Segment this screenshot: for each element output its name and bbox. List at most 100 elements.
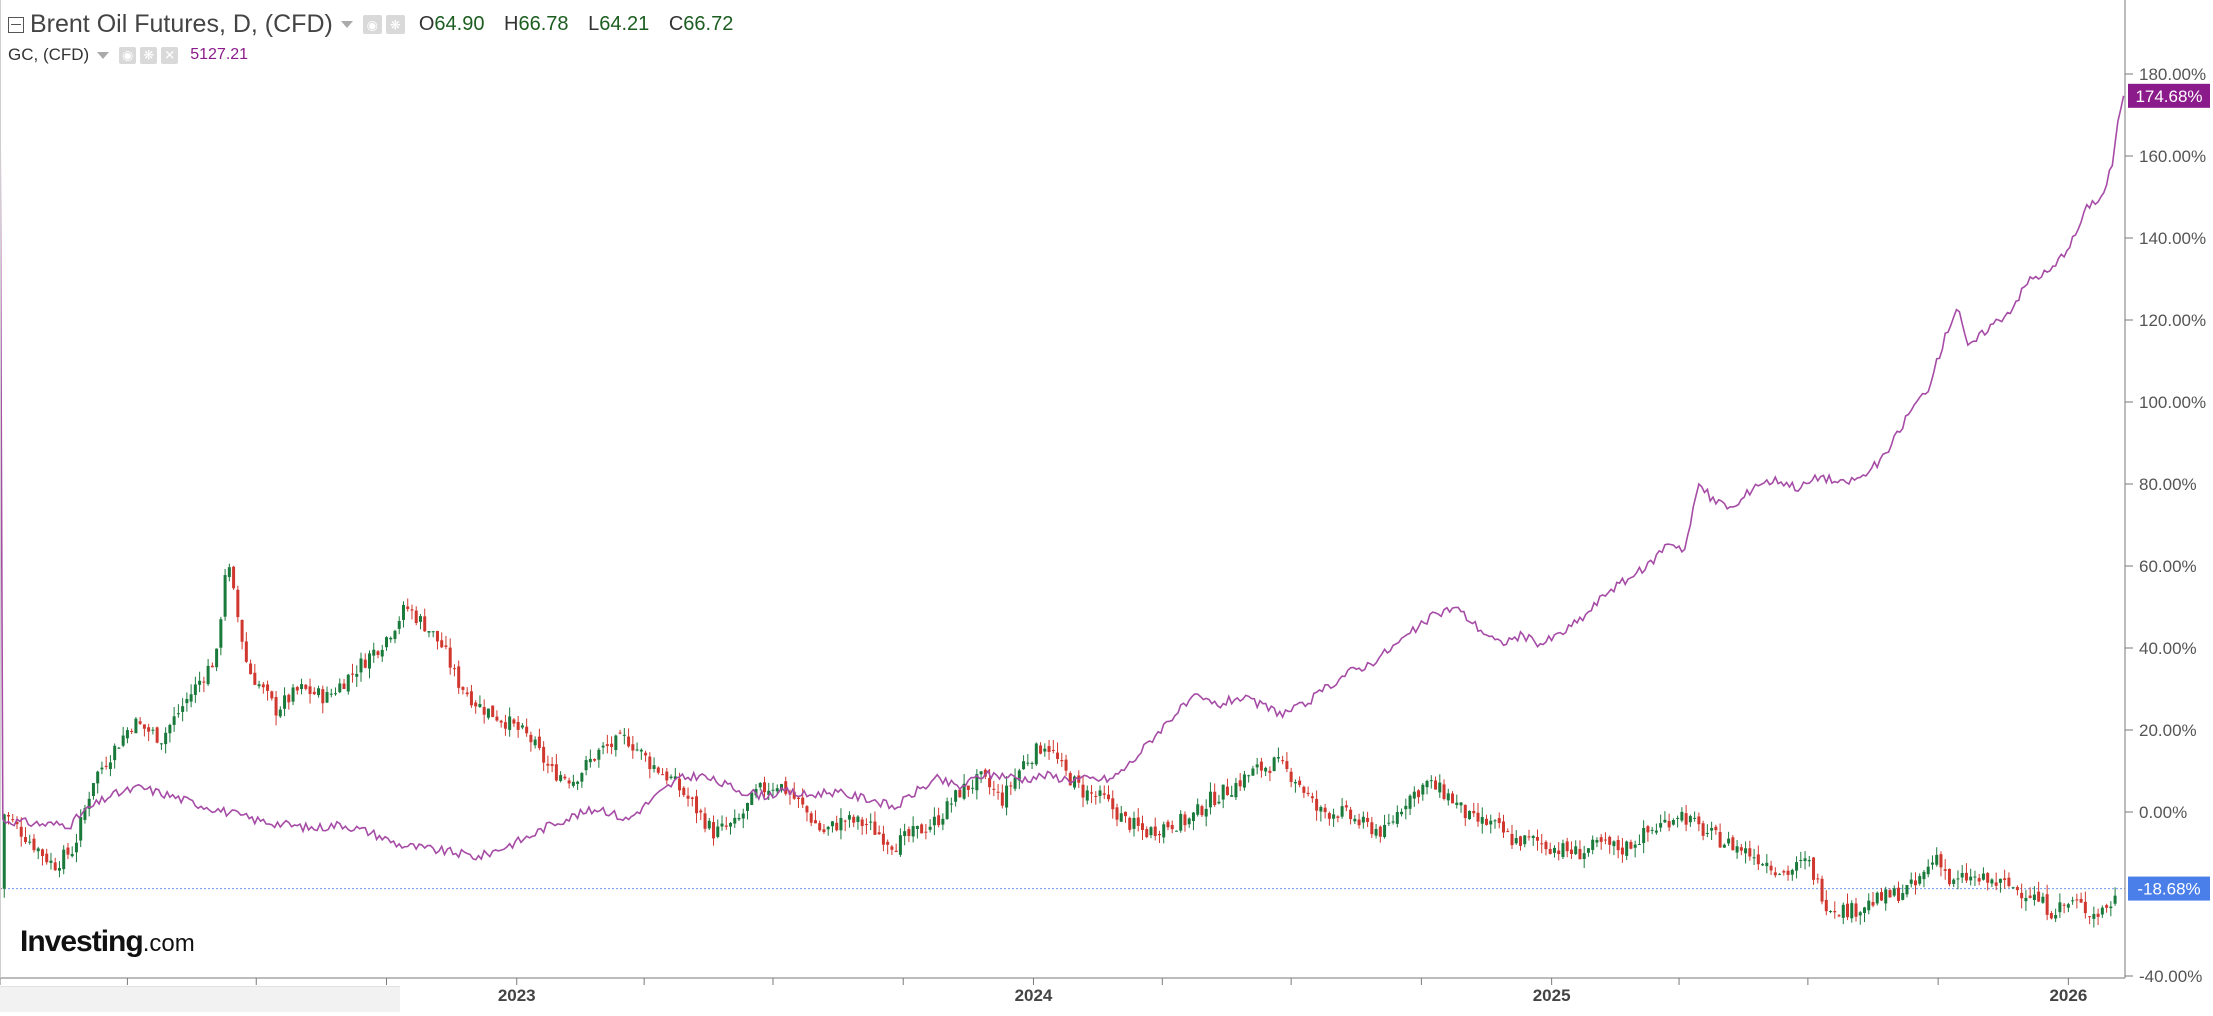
candle-up — [2113, 895, 2117, 904]
candle-up — [898, 835, 902, 855]
candle-down — [253, 672, 257, 685]
candle-down — [1366, 817, 1370, 822]
candle-down — [1629, 841, 1633, 849]
candle-up — [346, 674, 350, 692]
candle-up — [2, 814, 6, 889]
candle-down — [240, 619, 244, 642]
candle-down — [563, 776, 567, 779]
candle-down — [1684, 813, 1688, 825]
candle-up — [1174, 830, 1178, 832]
candle-down — [1667, 820, 1671, 828]
candle-up — [1395, 812, 1399, 824]
candle-down — [452, 668, 456, 670]
candle-up — [1085, 790, 1089, 801]
candle-up — [36, 848, 40, 852]
candle-up — [614, 735, 618, 751]
candle-down — [1090, 792, 1094, 794]
candle-down — [210, 665, 214, 668]
candle-up — [1867, 900, 1871, 911]
candle-up — [206, 665, 210, 685]
candle-down — [232, 566, 236, 589]
candle-down — [1200, 806, 1204, 816]
candle-up — [338, 683, 342, 693]
candle-up — [215, 648, 219, 668]
candle-down — [1816, 878, 1820, 880]
candle-up — [1710, 827, 1714, 831]
candle-up — [100, 767, 104, 770]
candle-down — [860, 819, 864, 827]
candle-up — [227, 567, 231, 578]
primary-series-title[interactable]: Brent Oil Futures, D, (CFD) — [30, 10, 333, 38]
candle-up — [928, 826, 932, 830]
candle-up — [1901, 893, 1905, 900]
candle-up — [588, 758, 592, 763]
candle-down — [2083, 901, 2087, 914]
remove-series-close-icon[interactable]: ✕ — [161, 46, 179, 64]
candle-up — [839, 817, 843, 831]
candle-up — [1790, 869, 1794, 875]
candle-up — [954, 790, 958, 802]
candle-down — [1854, 903, 1858, 917]
candle-down — [805, 806, 809, 813]
candle-up — [971, 787, 975, 789]
candle-up — [325, 692, 329, 703]
visibility-eye-icon[interactable]: ◉ — [362, 15, 382, 34]
candle-up — [758, 783, 762, 788]
secondary-settings-gear-icon[interactable]: ❋ — [140, 46, 158, 64]
primary-series-menu-caret-icon[interactable] — [340, 21, 353, 28]
ohlc-readout: O64.90 H66.78 L64.21 C66.72 — [419, 13, 734, 36]
candle-down — [236, 589, 240, 618]
candle-up — [2011, 887, 2015, 889]
candle-up — [729, 822, 733, 827]
candle-down — [1009, 785, 1013, 787]
candle-up — [1799, 859, 1803, 861]
candle-up — [1383, 824, 1387, 838]
candle-down — [1506, 831, 1510, 833]
candle-up — [1408, 795, 1412, 809]
candle-up — [1795, 862, 1799, 871]
candle-down — [249, 663, 253, 675]
candle-up — [300, 684, 304, 689]
settings-gear-icon[interactable]: ❋ — [385, 15, 405, 34]
candle-up — [1489, 820, 1493, 825]
x-tick-label: 2023 — [498, 986, 536, 1005]
candle-down — [1344, 805, 1348, 808]
bottom-scroll-area[interactable] — [0, 986, 400, 1012]
candle-up — [70, 853, 74, 857]
y-tick-label: 120.00% — [2139, 311, 2206, 330]
candle-down — [2075, 899, 2079, 901]
secondary-visibility-eye-icon[interactable]: ◉ — [119, 46, 137, 64]
candle-up — [869, 821, 873, 823]
candle-up — [151, 729, 155, 731]
ohlc-close-label: C — [668, 13, 684, 35]
secondary-series-title[interactable]: GC, (CFD) — [8, 45, 90, 64]
secondary-series-menu-caret-icon[interactable] — [97, 51, 110, 59]
candle-up — [571, 781, 575, 786]
candle-up — [1633, 844, 1637, 848]
candle-up — [389, 637, 393, 640]
candle-down — [474, 702, 478, 707]
candle-down — [503, 722, 507, 729]
candle-up — [1132, 817, 1136, 829]
candle-down — [1913, 880, 1917, 886]
candle-up — [716, 826, 720, 837]
candle-down — [542, 746, 546, 763]
candle-up — [856, 816, 860, 823]
candle-up — [62, 849, 66, 870]
candle-up — [1234, 782, 1238, 798]
candle-up — [1149, 827, 1153, 836]
candle-up — [775, 788, 779, 792]
candle-down — [66, 847, 70, 855]
collapse-legend-button[interactable] — [8, 16, 24, 33]
candle-up — [1276, 757, 1280, 759]
candle-down — [304, 684, 308, 689]
candle-down — [414, 610, 418, 624]
candle-up — [427, 631, 431, 633]
candle-down — [1620, 847, 1624, 855]
candle-down — [1268, 770, 1272, 773]
candle-down — [2049, 913, 2053, 919]
candle-down — [1701, 823, 1705, 836]
candle-up — [1493, 820, 1497, 822]
